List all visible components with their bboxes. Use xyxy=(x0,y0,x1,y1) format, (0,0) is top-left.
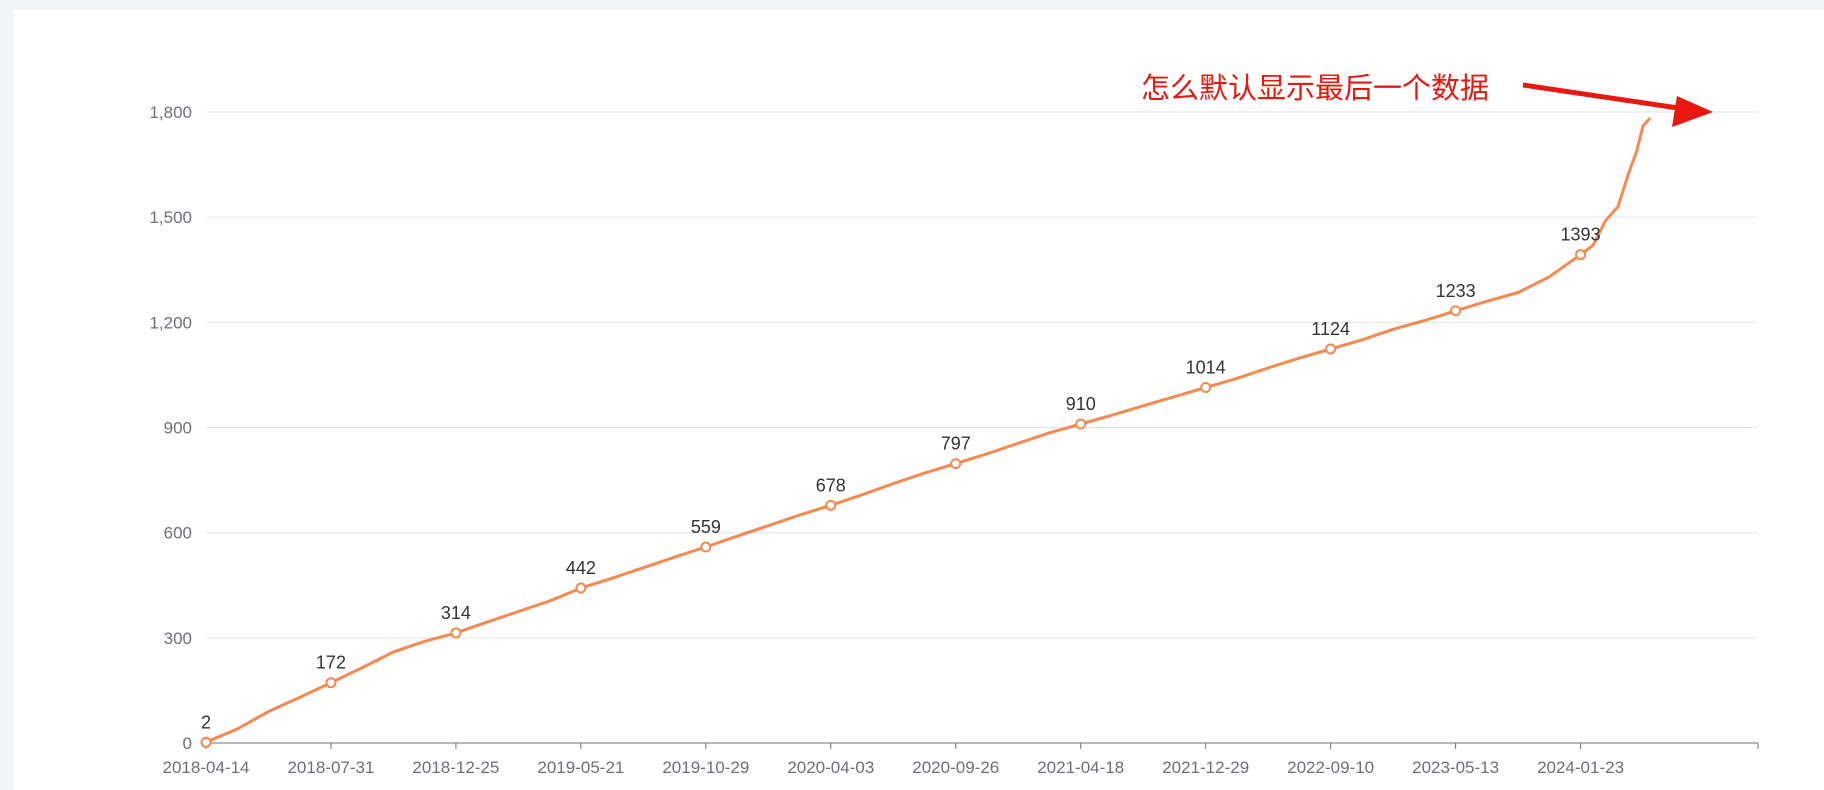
y-tick-label: 900 xyxy=(164,419,192,438)
data-points xyxy=(200,249,1587,748)
annotation-arrow-shaft xyxy=(1522,82,1679,111)
data-label: 1014 xyxy=(1186,358,1226,378)
y-tick-label: 1,800 xyxy=(149,103,192,122)
x-tick-label: 2021-12-29 xyxy=(1162,758,1249,777)
data-point xyxy=(1450,305,1462,317)
grid-lines xyxy=(206,111,1758,639)
data-point xyxy=(1575,249,1587,261)
chart-card: 2018-04-14 2018-07-31 2018-12-25 2019-05-21… xyxy=(13,10,1824,790)
x-tick-label: 2022-09-10 xyxy=(1287,758,1374,777)
x-tick-label: 2023-05-13 xyxy=(1412,758,1499,777)
y-tick-label: 0 xyxy=(183,734,192,753)
data-point xyxy=(1325,343,1337,355)
data-label: 1393 xyxy=(1561,225,1601,245)
data-label: 314 xyxy=(441,603,471,623)
y-tick-label: 600 xyxy=(164,524,192,543)
y-tick-label: 1,200 xyxy=(149,313,192,332)
data-point xyxy=(1200,382,1212,394)
x-tick-label: 2024-01-23 xyxy=(1537,758,1624,777)
x-tick-label: 2019-10-29 xyxy=(662,758,749,777)
x-tick-label: 2018-04-14 xyxy=(163,758,250,777)
x-tick-label: 2020-04-03 xyxy=(787,758,874,777)
x-tick-label: 2018-07-31 xyxy=(287,758,374,777)
data-labels: 2 172 314 442 559 678 797 910 1014 1124 1233 1393 xyxy=(201,225,1601,733)
annotation: 怎么默认显示最后一个数据 xyxy=(1141,72,1713,127)
data-label: 559 xyxy=(691,517,721,537)
data-label: 1124 xyxy=(1311,319,1350,339)
data-label: 442 xyxy=(566,558,596,578)
x-tick-label: 2021-04-18 xyxy=(1037,758,1124,777)
data-label: 910 xyxy=(1066,394,1096,414)
data-label: 172 xyxy=(316,653,346,673)
data-point xyxy=(950,458,962,470)
data-label: 797 xyxy=(941,434,971,454)
y-axis: 0 300 600 900 1,200 1,500 1,800 xyxy=(149,103,192,753)
x-tick-label: 2019-05-21 xyxy=(537,758,624,777)
data-label: 678 xyxy=(816,475,846,495)
x-axis: 2018-04-14 2018-07-31 2018-12-25 2019-05-21… xyxy=(163,742,1759,777)
series-line xyxy=(204,117,1651,744)
x-tick-label: 2018-12-25 xyxy=(412,758,499,777)
data-point xyxy=(575,582,587,594)
annotation-arrow-head xyxy=(1672,96,1713,127)
data-point xyxy=(200,736,212,748)
data-point xyxy=(700,541,712,553)
data-point xyxy=(1075,418,1087,430)
x-tick-label: 2020-09-26 xyxy=(912,758,999,777)
data-label: 2 xyxy=(201,712,211,732)
series-layer xyxy=(204,117,1651,744)
y-tick-label: 1,500 xyxy=(149,208,192,227)
annotation-text: 怎么默认显示最后一个数据 xyxy=(1141,72,1489,105)
data-point xyxy=(450,627,462,639)
data-point xyxy=(325,677,337,689)
data-label: 1233 xyxy=(1436,281,1476,301)
data-point xyxy=(825,499,837,511)
y-tick-label: 300 xyxy=(164,629,192,648)
line-chart: 2018-04-14 2018-07-31 2018-12-25 2019-05-21… xyxy=(149,72,1759,777)
